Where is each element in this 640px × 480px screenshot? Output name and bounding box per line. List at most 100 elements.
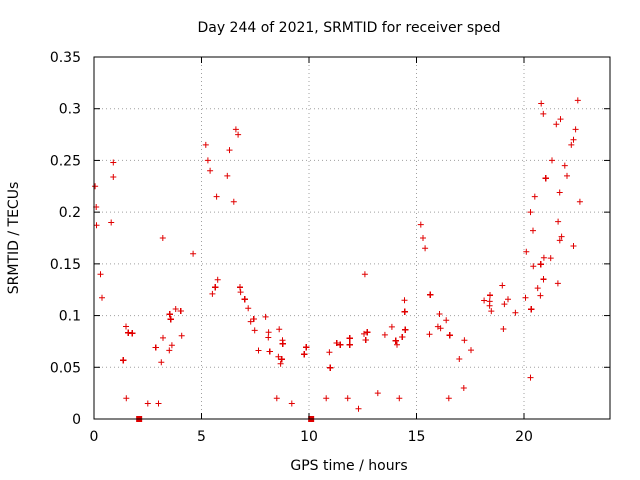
data-point: [237, 289, 244, 296]
data-point: [214, 276, 221, 283]
y-tick-label: 0.05: [50, 360, 81, 376]
data-point: [235, 131, 242, 138]
data-point: [265, 329, 272, 336]
data-point: [540, 276, 547, 283]
data-point: [278, 356, 285, 363]
data-point: [443, 317, 450, 324]
data-point: [166, 347, 173, 354]
grid-lines: [94, 57, 610, 419]
data-point: [120, 357, 127, 364]
data-point: [512, 309, 519, 316]
data-point: [237, 284, 243, 291]
data-point: [279, 340, 286, 347]
data-point: [461, 337, 468, 344]
data-point: [468, 347, 474, 354]
data-point: [344, 395, 351, 402]
axis-ticks: [93, 56, 610, 420]
data-point: [167, 316, 174, 323]
data-point: [224, 172, 231, 179]
x-tick-labels: 0 5 10 15 20: [90, 429, 533, 445]
data-point: [361, 330, 367, 337]
data-point: [125, 329, 132, 336]
data-point: [190, 250, 197, 257]
data-point: [355, 405, 362, 412]
data-point: [446, 332, 453, 339]
data-point: [323, 395, 330, 402]
data-point: [327, 364, 334, 371]
data-point: [531, 193, 538, 200]
data-point: [241, 296, 248, 303]
plot-frame: [93, 56, 611, 420]
y-tick-labels: 0 0.05 0.1 0.15 0.2 0.25 0.3 0.35: [50, 50, 81, 428]
data-point: [108, 219, 115, 226]
data-point: [445, 395, 452, 402]
data-point: [528, 306, 535, 313]
data-point: [288, 400, 295, 407]
data-point: [540, 254, 547, 261]
data-point: [420, 235, 426, 241]
data-point: [527, 209, 534, 216]
data-point: [158, 359, 165, 366]
y-tick-label: 0.1: [59, 309, 81, 325]
data-point: [505, 296, 511, 303]
data-point: [266, 348, 273, 355]
data-point: [500, 326, 507, 332]
data-point: [230, 198, 237, 205]
data-point: [273, 395, 280, 402]
data-point: [527, 374, 534, 381]
data-point: [417, 221, 424, 228]
data-point: [209, 290, 216, 297]
data-point: [245, 305, 252, 312]
data-point: [540, 110, 547, 117]
data-point: [542, 175, 549, 182]
data-point: [99, 294, 105, 301]
data-point: [537, 261, 544, 268]
data-point: [547, 255, 554, 262]
data-point: [556, 189, 563, 196]
data-point: [361, 271, 368, 278]
data-point: [275, 353, 282, 360]
data-point: [426, 331, 433, 338]
data-point: [374, 390, 381, 397]
x-tick-label: 0: [90, 429, 99, 445]
data-point: [160, 334, 166, 341]
data-point: [303, 344, 310, 351]
x-tick-label: 20: [515, 429, 533, 445]
data-point: [213, 193, 220, 200]
data-point: [456, 356, 463, 362]
y-tick-label: 0.25: [50, 153, 81, 169]
data-point: [226, 147, 233, 154]
y-tick-label: 0.3: [59, 102, 81, 118]
data-point: [530, 263, 537, 270]
data-point: [123, 323, 129, 330]
data-point: [155, 400, 162, 407]
data-point: [576, 198, 583, 205]
data-point: [564, 172, 570, 179]
data-point: [333, 340, 340, 346]
data-point: [388, 323, 395, 330]
data-point: [177, 308, 184, 314]
x-tick-label: 5: [197, 429, 206, 445]
data-point: [570, 136, 577, 143]
data-point: [381, 331, 388, 338]
data-point: [555, 218, 562, 225]
data-point: [530, 227, 536, 234]
data-point: [570, 243, 577, 249]
data-point: [549, 157, 555, 164]
x-tick-label: 15: [408, 429, 426, 445]
data-point: [396, 395, 403, 402]
data-point: [337, 341, 344, 348]
data-point: [557, 116, 564, 123]
data-point: [554, 280, 561, 287]
data-point: [488, 308, 495, 315]
data-point: [427, 291, 434, 298]
data-point: [144, 400, 151, 407]
y-tick-label: 0.15: [50, 257, 81, 273]
data-point: [255, 347, 262, 354]
data-point: [276, 326, 283, 333]
data-point: [204, 157, 211, 164]
chart-title: Day 244 of 2021, SRMTID for receiver spe…: [197, 20, 500, 36]
y-tick-label: 0: [72, 412, 81, 428]
data-point: [301, 351, 308, 358]
